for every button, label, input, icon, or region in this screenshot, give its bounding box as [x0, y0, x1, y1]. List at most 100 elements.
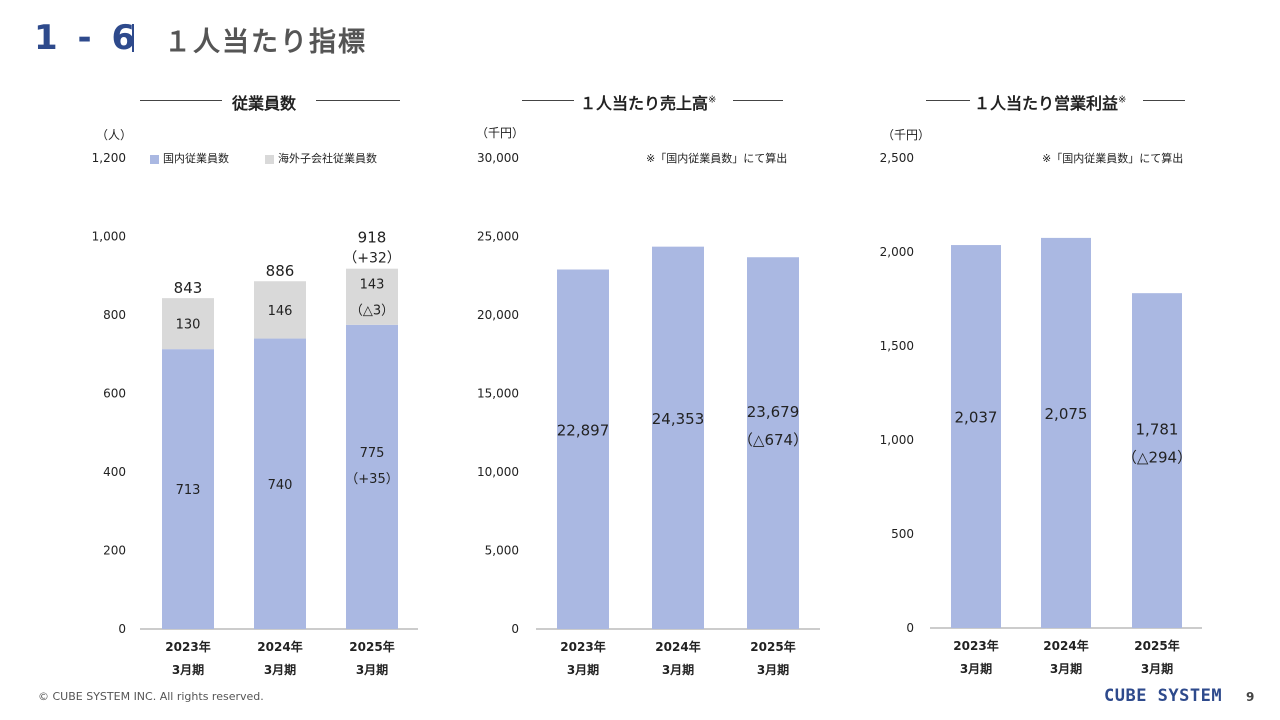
- x-tick-sublabel: 3月期: [960, 661, 992, 676]
- title-rule-right: [316, 100, 400, 101]
- bar: [747, 257, 799, 629]
- sales-title-text: １人当たり売上高: [580, 94, 709, 113]
- x-tick-sublabel: 3月期: [757, 662, 789, 677]
- y-tick-label: 200: [103, 544, 126, 558]
- bar: [652, 246, 704, 629]
- x-tick-label: 2024年: [257, 639, 302, 654]
- x-tick-label: 2023年: [560, 639, 605, 654]
- total-sublabel: （+32）: [343, 251, 401, 267]
- x-tick-sublabel: 3月期: [172, 662, 204, 677]
- bar: [951, 245, 1001, 628]
- bar: [1041, 237, 1091, 628]
- data-label-overseas: 146: [268, 304, 293, 319]
- total-label: 918: [358, 229, 387, 247]
- data-sublabel: （△674）: [738, 431, 808, 449]
- page-title: １人当たり指標: [164, 27, 367, 58]
- page-number: 9: [1246, 690, 1255, 704]
- sales-title: １人当たり売上高※: [580, 90, 716, 114]
- bar-domestic: [162, 349, 214, 629]
- x-tick-label: 2023年: [165, 639, 210, 654]
- y-tick-label: 600: [103, 387, 126, 401]
- y-tick-label: 800: [103, 308, 126, 322]
- y-tick-label: 0: [511, 622, 519, 636]
- employees-title: 従業員数: [232, 94, 297, 113]
- data-sublabel: （△294）: [1122, 449, 1192, 467]
- legend-label-domestic: 国内従業員数: [163, 152, 229, 165]
- title-rule-left: [140, 100, 222, 101]
- x-tick-sublabel: 3月期: [1050, 661, 1082, 676]
- legend-swatch-overseas: [265, 154, 274, 164]
- bar-domestic: [254, 338, 306, 629]
- bar-domestic: [346, 324, 398, 629]
- header-divider: [132, 24, 134, 52]
- y-tick-label: 400: [103, 465, 126, 479]
- data-label-domestic: 775: [360, 446, 385, 461]
- section-number: 1 - 6: [34, 18, 140, 58]
- data-label-overseas: 143: [360, 278, 385, 293]
- profit-note: ※「国内従業員数」にて算出: [1042, 152, 1184, 165]
- x-tick-label: 2024年: [655, 639, 700, 654]
- title-rule-left: [926, 100, 970, 101]
- legend-overseas: 海外子会社従業員数: [265, 150, 377, 166]
- y-tick-label: 15,000: [477, 387, 519, 401]
- bar: [557, 269, 609, 629]
- x-tick-label: 2025年: [349, 639, 394, 654]
- x-tick-sublabel: 3月期: [662, 662, 694, 677]
- copyright: © CUBE SYSTEM INC. All rights reserved.: [38, 690, 264, 703]
- total-label: 843: [174, 279, 203, 297]
- y-tick-label: 0: [906, 621, 914, 635]
- y-tick-label: 30,000: [477, 151, 519, 165]
- profit-title: １人当たり営業利益※: [974, 90, 1126, 114]
- y-tick-label: 1,500: [880, 339, 914, 353]
- data-sublabel-domestic: （+35）: [345, 472, 398, 487]
- y-tick-label: 0: [118, 622, 126, 636]
- y-tick-label: 10,000: [477, 465, 519, 479]
- sales-note: ※「国内従業員数」にて算出: [646, 152, 788, 165]
- y-tick-label: 1,200: [92, 151, 126, 165]
- profit-unit: （千円）: [882, 128, 931, 142]
- sales-unit: （千円）: [476, 126, 525, 140]
- bar: [1132, 293, 1182, 628]
- bar-overseas: [346, 268, 398, 325]
- x-tick-sublabel: 3月期: [264, 662, 296, 677]
- y-tick-label: 1,000: [92, 230, 126, 244]
- y-tick-label: 1,000: [880, 433, 914, 447]
- data-label: 24,353: [652, 410, 705, 428]
- y-tick-label: 5,000: [485, 544, 519, 558]
- x-tick-sublabel: 3月期: [1141, 661, 1173, 676]
- title-rule-left: [522, 100, 574, 101]
- bar-overseas: [254, 281, 306, 339]
- employees-unit: （人）: [96, 128, 133, 142]
- data-label: 1,781: [1136, 421, 1179, 439]
- profit-title-mark: ※: [1118, 94, 1127, 106]
- x-tick-label: 2024年: [1043, 638, 1088, 653]
- data-label: 23,679: [747, 403, 800, 421]
- x-tick-sublabel: 3月期: [356, 662, 388, 677]
- legend-swatch-domestic: [150, 154, 159, 164]
- company-logo: CUBE SYSTEM: [1104, 686, 1223, 706]
- title-rule-right: [1143, 100, 1185, 101]
- total-label: 886: [266, 262, 295, 280]
- data-label-domestic: 740: [268, 478, 293, 493]
- data-label-overseas: 130: [176, 318, 201, 333]
- bar-overseas: [162, 298, 214, 350]
- x-tick-label: 2025年: [750, 639, 795, 654]
- x-tick-label: 2025年: [1134, 638, 1179, 653]
- y-tick-label: 2,000: [880, 245, 914, 259]
- data-label: 22,897: [557, 421, 610, 439]
- data-label: 2,037: [955, 409, 998, 427]
- legend-label-overseas: 海外子会社従業員数: [278, 152, 377, 165]
- y-tick-label: 2,500: [880, 151, 914, 165]
- title-rule-right: [733, 100, 783, 101]
- y-tick-label: 500: [891, 527, 914, 541]
- data-sublabel-overseas: （△3）: [350, 304, 394, 319]
- data-label-domestic: 713: [176, 483, 201, 498]
- legend-domestic: 国内従業員数: [150, 150, 229, 166]
- profit-title-text: １人当たり営業利益: [974, 94, 1119, 113]
- x-tick-sublabel: 3月期: [567, 662, 599, 677]
- y-tick-label: 20,000: [477, 308, 519, 322]
- y-tick-label: 25,000: [477, 230, 519, 244]
- sales-title-mark: ※: [708, 94, 717, 106]
- data-label: 2,075: [1045, 405, 1088, 423]
